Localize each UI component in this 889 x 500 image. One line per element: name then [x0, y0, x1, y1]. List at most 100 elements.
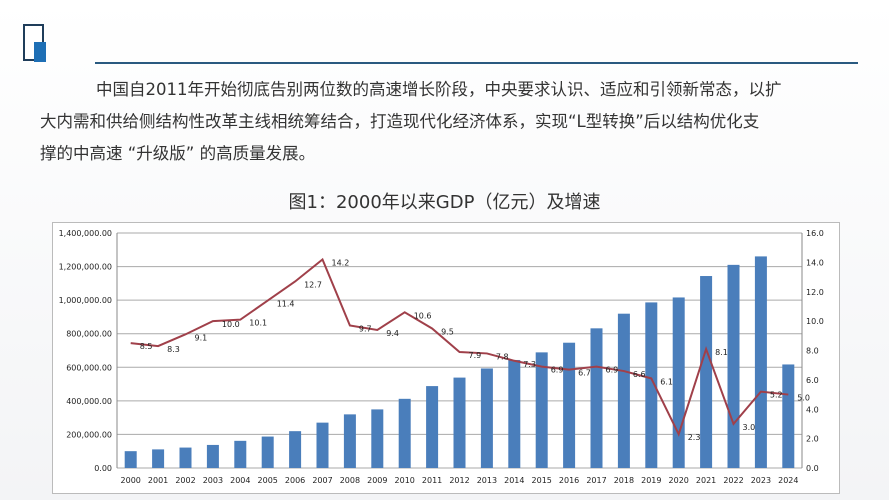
x-tick-label: 2020: [669, 476, 689, 485]
gdp-bar: [179, 447, 192, 468]
x-tick-label: 2024: [778, 476, 798, 485]
y-right-tick-label: 16.0: [806, 229, 824, 238]
y-left-tick-label: 600,000.00: [66, 363, 112, 372]
y-right-tick-label: 10.0: [806, 317, 824, 326]
x-tick-label: 2001: [148, 476, 168, 485]
growth-data-label: 9.7: [359, 325, 372, 334]
y-right-tick-label: 4.0: [806, 405, 819, 414]
paragraph-line: 中国自2011年开始彻底告别两位数的高速增长阶段，中央要求认识、适应和引领新常态…: [96, 80, 782, 99]
y-right-tick-label: 2.0: [806, 435, 819, 444]
x-tick-label: 2019: [641, 476, 661, 485]
gdp-bar: [563, 342, 576, 468]
growth-data-label: 6.6: [633, 370, 646, 379]
x-tick-label: 2016: [559, 476, 579, 485]
x-tick-label: 2010: [395, 476, 415, 485]
gdp-bar: [289, 431, 302, 468]
gdp-bar: [727, 264, 740, 468]
gdp-bar: [480, 368, 493, 468]
y-left-tick-label: 200,000.00: [66, 430, 112, 439]
gdp-bar: [206, 444, 219, 468]
gdp-bar: [535, 352, 548, 468]
x-tick-label: 2000: [121, 476, 141, 485]
x-tick-label: 2003: [203, 476, 223, 485]
x-tick-label: 2023: [751, 476, 771, 485]
chart-title: 图1：2000年以来GDP（亿元）及增速: [288, 192, 601, 213]
y-right-tick-label: 8.0: [806, 347, 819, 356]
gdp-bar: [234, 440, 247, 468]
growth-data-label: 9.1: [195, 333, 208, 342]
gdp-bar: [453, 377, 466, 468]
y-right-tick-label: 12.0: [806, 288, 824, 297]
growth-data-label: 10.6: [414, 311, 432, 320]
growth-data-label: 10.0: [222, 320, 240, 329]
gdp-bar: [371, 409, 384, 468]
header-rule: [95, 62, 858, 64]
x-tick-label: 2021: [696, 476, 716, 485]
growth-data-label: 3.0: [743, 423, 756, 432]
x-tick-label: 2018: [614, 476, 634, 485]
gdp-bar: [261, 436, 274, 468]
growth-data-label: 5.2: [770, 391, 783, 400]
x-tick-label: 2022: [723, 476, 743, 485]
growth-data-label: 10.1: [249, 319, 267, 328]
x-tick-label: 2009: [367, 476, 387, 485]
gdp-bar: [152, 449, 165, 468]
gdp-bar: [426, 386, 439, 468]
growth-data-label: 7.9: [469, 351, 482, 360]
y-left-tick-label: 400,000.00: [66, 397, 112, 406]
x-tick-label: 2011: [422, 476, 442, 485]
gdp-bar: [645, 302, 658, 468]
x-tick-label: 2006: [285, 476, 305, 485]
gdp-bar: [343, 414, 356, 468]
growth-data-label: 6.9: [606, 366, 619, 375]
x-tick-label: 2017: [586, 476, 606, 485]
gdp-bar: [508, 359, 521, 468]
x-tick-label: 2002: [175, 476, 195, 485]
y-left-tick-label: 0.00: [94, 464, 112, 473]
x-tick-label: 2015: [532, 476, 552, 485]
paragraph-line: 撑的中高速 “升级版” 的高质量发展。: [40, 144, 316, 163]
growth-data-label: 12.7: [304, 280, 322, 289]
y-right-tick-label: 14.0: [806, 258, 824, 267]
gdp-bar: [754, 256, 767, 468]
gdp-bar: [700, 276, 713, 468]
logo-blue-square: [34, 42, 46, 62]
y-right-tick-label: 0.0: [806, 464, 819, 473]
gdp-bar: [316, 422, 329, 468]
gdp-bar: [617, 313, 630, 468]
growth-data-label: 6.1: [660, 377, 673, 386]
gdp-bar: [590, 328, 603, 468]
gdp-bar: [398, 398, 411, 468]
x-tick-label: 2012: [449, 476, 469, 485]
growth-data-label: 14.2: [332, 258, 350, 267]
growth-data-label: 11.4: [277, 300, 295, 309]
x-tick-label: 2008: [340, 476, 360, 485]
growth-data-label: 2.3: [688, 433, 701, 442]
gdp-bar: [672, 297, 685, 468]
growth-data-label: 5.0: [797, 394, 810, 403]
x-tick-label: 2004: [230, 476, 250, 485]
y-left-tick-label: 1,200,000.00: [59, 263, 112, 272]
growth-data-label: 7.3: [523, 360, 536, 369]
y-left-tick-label: 1,000,000.00: [59, 296, 112, 305]
growth-data-label: 8.5: [140, 342, 153, 351]
gdp-bar: [782, 364, 795, 468]
x-tick-label: 2005: [258, 476, 278, 485]
x-tick-label: 2013: [477, 476, 497, 485]
y-left-tick-label: 1,400,000.00: [59, 229, 112, 238]
paragraph-line: 大内需和供给侧结构性改革主线相统筹结合，打造现代化经济体系，实现“L型转换”后以…: [40, 112, 760, 131]
growth-data-label: 7.8: [496, 352, 509, 361]
growth-data-label: 6.9: [551, 366, 564, 375]
x-tick-label: 2007: [312, 476, 332, 485]
intro-paragraph: 中国自2011年开始彻底告别两位数的高速增长阶段，中央要求认识、适应和引领新常态…: [40, 74, 820, 170]
growth-data-label: 8.3: [167, 345, 180, 354]
growth-rate-line: [130, 257, 789, 437]
growth-data-label: 8.1: [715, 348, 728, 357]
y-left-tick-label: 800,000.00: [66, 330, 112, 339]
growth-data-label: 9.4: [386, 329, 399, 338]
x-tick-label: 2014: [504, 476, 524, 485]
growth-data-label: 6.7: [578, 369, 591, 378]
growth-data-label: 9.5: [441, 327, 454, 336]
gdp-bar: [124, 451, 137, 468]
